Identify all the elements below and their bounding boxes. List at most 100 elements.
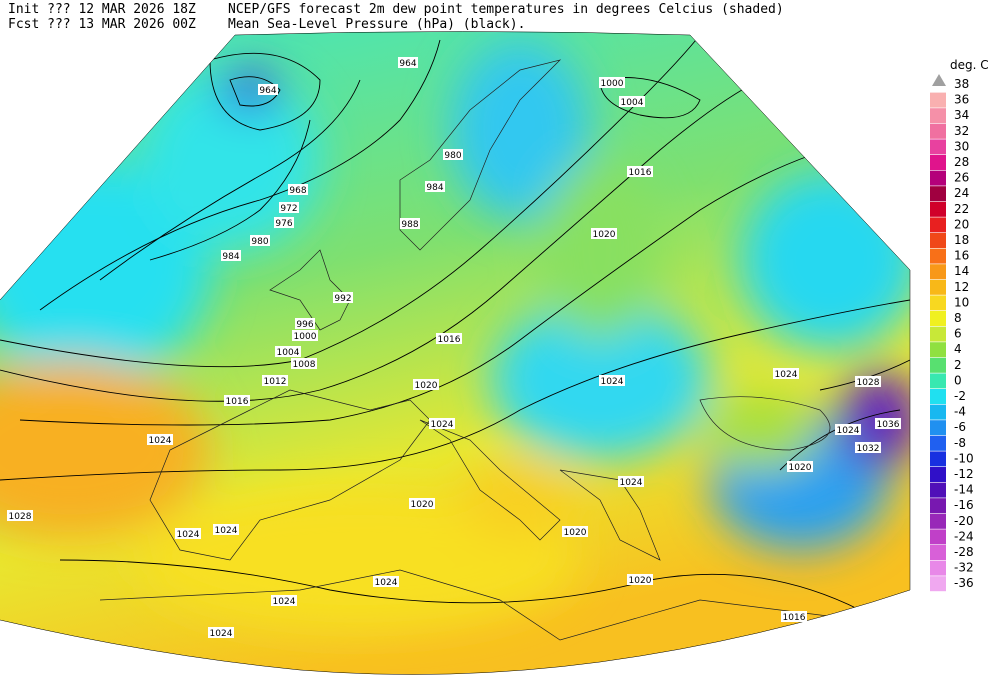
legend-label: 4 xyxy=(954,342,962,356)
isobar-label: 1004 xyxy=(621,98,644,108)
legend-label: -6 xyxy=(954,420,966,434)
isobar-label-bg xyxy=(221,250,241,261)
legend-triangle xyxy=(932,74,946,86)
isobar-label: 1016 xyxy=(783,613,806,623)
legend-label: 16 xyxy=(954,249,969,263)
title: NCEP/GFS forecast 2m dew point temperatu… xyxy=(228,2,784,17)
isobar-label-bg xyxy=(591,228,617,239)
isobar-label: 984 xyxy=(426,183,443,193)
subtitle: Mean Sea-Level Pressure (hPa) (black). xyxy=(228,17,525,32)
legend-box xyxy=(930,373,946,389)
legend-box xyxy=(930,529,946,545)
isobar-label: 980 xyxy=(251,237,268,247)
isobar-label-bg xyxy=(398,57,418,68)
isobar-label: 1020 xyxy=(593,230,616,240)
legend-label: 28 xyxy=(954,155,969,169)
legend-box xyxy=(930,233,946,248)
legend-label: 8 xyxy=(954,311,962,325)
isobar-label: 1016 xyxy=(226,397,249,407)
isobar-label-bg xyxy=(835,424,861,435)
legend-label: -2 xyxy=(954,389,966,403)
isobar-label: 992 xyxy=(334,294,351,304)
legend-box xyxy=(930,311,946,326)
isobar-label: 1008 xyxy=(293,360,316,370)
isobar-label: 972 xyxy=(280,204,297,214)
isobar-label: 1020 xyxy=(564,528,587,538)
isobar-label-bg xyxy=(429,418,455,429)
isobar-label: 1024 xyxy=(620,478,643,488)
isobar-label: 1020 xyxy=(411,500,434,510)
isobar-label: 1032 xyxy=(857,444,880,454)
legend-box xyxy=(930,357,946,373)
legend-box xyxy=(930,560,946,576)
isobar-label-bg xyxy=(295,318,315,329)
legend-box xyxy=(930,295,946,311)
legend-box xyxy=(930,545,946,560)
legend-label: 24 xyxy=(954,186,969,200)
isobar-label: 1020 xyxy=(415,381,438,391)
isobar-label-bg xyxy=(274,217,294,228)
isobar-label: 1024 xyxy=(775,370,798,380)
isobar-label-bg xyxy=(7,510,33,521)
legend-label: 10 xyxy=(954,295,969,309)
isobar-label: 1024 xyxy=(601,377,624,387)
isobar-label-bg xyxy=(627,166,653,177)
isobar-label-bg xyxy=(373,576,399,587)
isobar-label: 968 xyxy=(289,186,306,196)
legend-label: 0 xyxy=(954,373,962,387)
isobar-label: 964 xyxy=(259,86,276,96)
legend-label: -14 xyxy=(954,483,974,497)
legend-label: -10 xyxy=(954,451,974,465)
legend-box xyxy=(930,404,946,420)
legend-label: -20 xyxy=(954,514,974,528)
isobar-label-bg xyxy=(599,375,625,386)
isobar-label: 1016 xyxy=(629,168,652,178)
isobar-label: 1024 xyxy=(215,526,238,536)
legend-box xyxy=(930,92,946,108)
isobar-label-bg xyxy=(436,333,462,344)
legend-label: -8 xyxy=(954,436,966,450)
isobar-label: 1004 xyxy=(277,348,300,358)
legend-box xyxy=(930,186,946,202)
legend-box xyxy=(930,435,946,451)
legend-box xyxy=(930,123,946,139)
isobar-label-bg xyxy=(258,84,278,95)
legend-label: -28 xyxy=(954,545,974,559)
isobar-label-bg xyxy=(781,611,807,622)
legend-box xyxy=(930,467,946,482)
legend-label: -16 xyxy=(954,498,974,512)
isobar-label: 980 xyxy=(444,151,461,161)
legend-label: -12 xyxy=(954,467,974,481)
isobar-label: 1020 xyxy=(789,463,812,473)
isobar-label: 1012 xyxy=(264,377,287,387)
legend-label: 20 xyxy=(954,217,969,231)
isobar-label-bg xyxy=(147,434,173,445)
legend-box xyxy=(930,139,946,155)
isobar-label-bg xyxy=(275,346,301,357)
isobar-label-bg xyxy=(855,442,881,453)
isobar-label: 1024 xyxy=(375,578,398,588)
isobar-label: 1016 xyxy=(438,335,461,345)
isobar-label-bg xyxy=(875,418,901,429)
isobar-label: 964 xyxy=(399,59,416,69)
isobar-label-bg xyxy=(208,627,234,638)
legend-box xyxy=(930,342,946,358)
legend-box xyxy=(930,451,946,467)
legend-label: 18 xyxy=(954,233,969,247)
isobar-label: 1000 xyxy=(294,332,317,342)
isobar-label-bg xyxy=(425,181,445,192)
legend-box xyxy=(930,201,946,217)
legend-label: -36 xyxy=(954,576,974,590)
isobar-label: 1024 xyxy=(210,629,233,639)
isobar-label: 1028 xyxy=(857,378,880,388)
isobar-label-bg xyxy=(250,235,270,246)
legend-box xyxy=(930,155,946,170)
legend-box xyxy=(930,420,946,436)
isobar-label-bg xyxy=(291,358,317,369)
isobar-label-bg xyxy=(292,330,318,341)
legend-label: 22 xyxy=(954,202,969,216)
legend-box xyxy=(930,170,946,186)
legend-label: 2 xyxy=(954,358,962,372)
isobar-label: 1028 xyxy=(9,512,32,522)
isobar-label-bg xyxy=(213,524,239,535)
